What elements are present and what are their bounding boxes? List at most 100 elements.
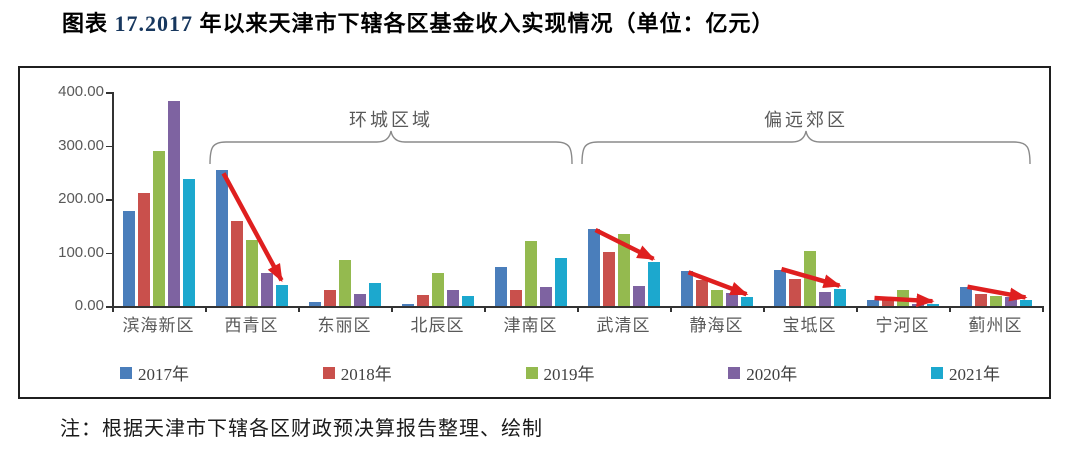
x-axis-label: 西青区 [224, 316, 279, 335]
bar-2020年-宁河区 [911, 304, 924, 306]
brace-环城区域 [209, 130, 573, 165]
legend-label: 2019年 [543, 365, 595, 384]
bar-2021年-西青区 [275, 284, 288, 306]
bar-2017年-宝坻区 [773, 269, 786, 306]
x-axis-label: 东丽区 [317, 316, 372, 335]
legend-swatch-icon [322, 366, 335, 379]
figure-title-number: 17.2017 [114, 11, 194, 36]
bar-2019年-北辰区 [431, 272, 444, 306]
y-axis-tick-label: 200.00 [58, 190, 104, 207]
bar-2020年-宝坻区 [818, 291, 831, 306]
bar-2019年-静海区 [710, 289, 723, 306]
bar-2020年-蓟州区 [1004, 297, 1017, 306]
bar-2018年-西青区 [230, 220, 243, 306]
bar-2020年-西青区 [260, 273, 273, 306]
bar-2019年-宁河区 [896, 289, 909, 306]
bar-2017年-北辰区 [401, 303, 414, 306]
bar-2017年-东丽区 [308, 302, 321, 306]
x-axis-label: 静海区 [689, 316, 744, 335]
x-axis-tick [112, 306, 114, 312]
legend-label: 2018年 [340, 365, 392, 384]
bar-2020年-滨海新区 [167, 100, 180, 306]
x-axis-tick [763, 306, 765, 312]
legend-swatch-icon [120, 366, 132, 379]
legend-swatch-icon [728, 366, 741, 379]
x-axis-label: 滨海新区 [122, 316, 195, 335]
x-axis-label: 宁河区 [875, 316, 930, 335]
bar-2017年-津南区 [494, 267, 507, 306]
x-axis-label: 北辰区 [410, 316, 465, 335]
x-axis-label: 蓟州区 [968, 316, 1023, 335]
bar-2020年-东丽区 [353, 294, 366, 306]
y-axis-tick-label: 400.00 [58, 83, 104, 100]
legend-item-2019年: 2019年 [525, 360, 595, 385]
x-axis-label: 武清区 [596, 316, 651, 335]
bar-2021年-津南区 [554, 257, 567, 306]
bar-2019年-东丽区 [338, 259, 351, 306]
bar-2018年-蓟州区 [974, 294, 987, 306]
legend-item-2017年: 2017年 [120, 360, 189, 385]
y-axis-tick-label: 100.00 [58, 243, 104, 261]
y-axis-tick [106, 92, 112, 94]
bar-2021年-静海区 [740, 297, 753, 306]
y-axis-tick [106, 252, 112, 254]
x-axis-tick [484, 306, 486, 312]
bar-2021年-蓟州区 [1019, 300, 1032, 306]
bar-2019年-滨海新区 [152, 151, 165, 306]
bar-2018年-宁河区 [881, 300, 894, 306]
y-axis-tick [106, 145, 112, 147]
figure-title: 图表 17.2017 年以来天津市下辖各区基金收入实现情况（单位：亿元） [62, 6, 775, 38]
legend-item-2020年: 2020年 [728, 360, 797, 385]
bar-2020年-静海区 [725, 293, 738, 306]
x-axis-tick [205, 306, 207, 312]
figure-title-text: 年以来天津市下辖各区基金收入实现情况（单位：亿元） [193, 11, 775, 36]
bar-2019年-蓟州区 [989, 295, 1002, 306]
bar-2020年-北辰区 [446, 290, 459, 306]
figure-title-prefix: 图表 [62, 11, 115, 36]
bar-2018年-津南区 [509, 289, 522, 306]
bar-2017年-静海区 [680, 271, 693, 306]
y-axis-line [112, 92, 114, 306]
bar-2021年-宁河区 [926, 304, 939, 306]
bar-2018年-东丽区 [323, 290, 336, 306]
brace-偏远郊区 [581, 130, 1031, 165]
x-axis-tick [670, 306, 672, 312]
bar-2021年-滨海新区 [182, 179, 195, 306]
bar-2019年-宝坻区 [803, 251, 816, 306]
bar-2019年-西青区 [245, 239, 258, 306]
y-axis-tick [106, 199, 112, 201]
bar-2018年-宝坻区 [788, 278, 801, 306]
chart-area: 0.00 100.00 200.00 300.00 400.00 滨海新区 西青区 东丽区 北… [18, 66, 1051, 399]
legend-item-2021年: 2021年 [931, 360, 1000, 385]
legend-label: 2017年 [138, 365, 189, 384]
x-axis-tick [391, 306, 393, 312]
bar-2018年-北辰区 [416, 295, 429, 306]
bar-2018年-滨海新区 [137, 192, 150, 306]
x-axis-tick [298, 306, 300, 312]
annotation-环城区域: 环城区域 [349, 110, 433, 130]
x-axis-label: 津南区 [503, 316, 558, 335]
y-axis-tick [106, 306, 112, 308]
bar-2021年-北辰区 [461, 296, 474, 306]
x-axis-tick [577, 306, 579, 312]
legend-label: 2021年 [949, 365, 1000, 384]
bar-2017年-西青区 [215, 169, 228, 306]
legend-label: 2020年 [746, 365, 798, 384]
bar-2018年-静海区 [695, 280, 708, 306]
bar-2017年-武清区 [587, 228, 600, 306]
source-note: 注：根据天津市下辖各区财政预决算报告整理、绘制 [60, 418, 543, 440]
bar-2017年-宁河区 [866, 299, 879, 306]
y-axis-tick-label: 300.00 [58, 136, 104, 154]
legend-swatch-icon [931, 366, 943, 379]
bar-2018年-武清区 [602, 251, 615, 306]
y-axis-tick-label: 0.00 [74, 297, 104, 314]
x-axis-tick [1042, 306, 1044, 312]
bar-2020年-津南区 [539, 286, 552, 306]
annotation-偏远郊区: 偏远郊区 [764, 110, 848, 130]
legend-swatch-icon [525, 366, 538, 379]
bar-2017年-蓟州区 [959, 287, 972, 306]
bar-2020年-武清区 [632, 286, 645, 306]
bar-2021年-宝坻区 [833, 288, 846, 306]
bar-2019年-武清区 [617, 233, 630, 306]
